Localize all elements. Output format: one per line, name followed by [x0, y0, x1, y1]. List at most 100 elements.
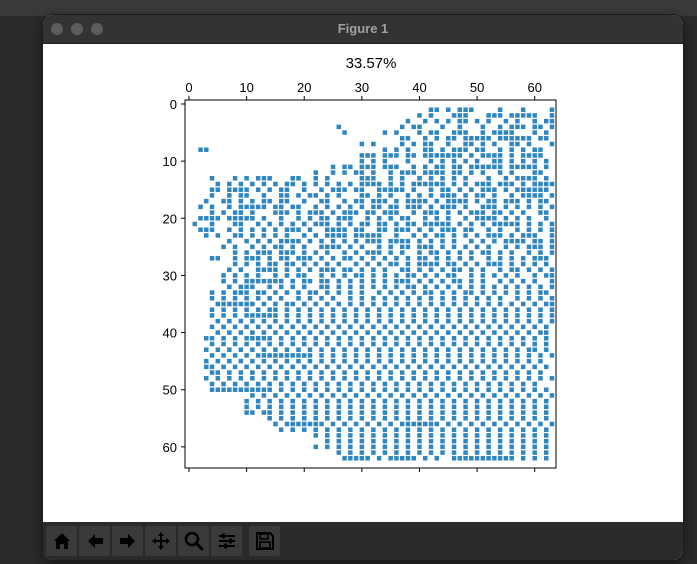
pan-button[interactable] — [145, 526, 176, 556]
matrix-point — [451, 387, 457, 392]
matrix-point — [463, 456, 468, 461]
matrix-point — [313, 210, 318, 215]
matrix-point — [503, 130, 509, 135]
back-button[interactable] — [79, 526, 110, 556]
matrix-point — [267, 364, 272, 370]
matrix-point — [255, 381, 261, 387]
matrix-point — [469, 250, 474, 255]
matrix-point — [440, 296, 445, 301]
matrix-point — [538, 170, 543, 175]
matrix-point — [515, 164, 520, 170]
matrix-point — [486, 187, 491, 192]
matrix-point — [244, 296, 249, 301]
matrix-point — [417, 256, 422, 261]
matrix-point — [532, 164, 537, 170]
matrix-point — [394, 456, 399, 461]
matrix-point — [307, 393, 313, 398]
matrix-point — [238, 267, 244, 272]
matrix-point — [342, 318, 347, 324]
matrix-point — [261, 233, 267, 238]
matrix-point — [255, 398, 261, 404]
matrix-point — [434, 118, 439, 124]
matrix-point — [376, 244, 382, 250]
matrix-point — [405, 244, 411, 250]
matrix-point — [278, 381, 284, 387]
matrix-point — [492, 358, 497, 364]
matrix-point — [255, 387, 261, 392]
minimize-button[interactable] — [71, 23, 83, 35]
matrix-point — [284, 347, 290, 352]
matrix-point — [290, 301, 295, 307]
matrix-point — [457, 347, 463, 352]
matrix-point — [520, 181, 526, 187]
matrix-point — [348, 438, 353, 444]
matrix-point — [371, 416, 376, 421]
close-button[interactable] — [51, 23, 63, 35]
matrix-point — [371, 296, 376, 301]
matrix-point — [457, 170, 463, 175]
matrix-point — [319, 318, 324, 324]
home-button[interactable] — [46, 526, 77, 556]
matrix-point — [336, 387, 342, 392]
matrix-point — [520, 187, 526, 192]
zoom-button[interactable] — [91, 23, 103, 35]
matrix-point — [451, 170, 457, 175]
matrix-point — [353, 170, 359, 175]
matrix-point — [382, 387, 388, 392]
matrix-point — [549, 250, 555, 255]
matrix-point — [221, 301, 226, 307]
matrix-point — [526, 313, 532, 318]
matrix-point — [469, 307, 474, 312]
matrix-point — [463, 130, 468, 135]
matrix-point — [457, 284, 463, 290]
matrix-point — [319, 198, 324, 204]
matrix-point — [399, 181, 405, 187]
matrix-point — [457, 187, 463, 192]
matrix-point — [336, 301, 342, 307]
matrix-point — [474, 404, 480, 410]
matrix-point — [394, 341, 399, 347]
matrix-point — [261, 313, 267, 318]
matrix-point — [463, 290, 468, 295]
matrix-point — [526, 370, 532, 375]
matrix-point — [382, 381, 388, 387]
matrix-point — [221, 341, 226, 347]
matrix-point — [215, 256, 221, 261]
matrix-point — [520, 278, 526, 284]
matrix-point — [278, 238, 284, 244]
matrix-point — [250, 301, 255, 307]
zoom-tool-button[interactable] — [178, 526, 209, 556]
matrix-point — [290, 181, 295, 187]
matrix-point — [348, 433, 353, 438]
matrix-point — [198, 227, 203, 232]
matrix-point — [509, 141, 514, 147]
matrix-point — [365, 307, 370, 312]
matrix-point — [296, 421, 301, 427]
matrix-point — [209, 364, 215, 370]
matrix-point — [336, 336, 342, 341]
matrix-point — [469, 170, 474, 175]
matrix-point — [215, 301, 221, 307]
matrix-point — [428, 147, 434, 152]
matrix-point — [428, 427, 434, 432]
matrix-point — [428, 221, 434, 227]
matrix-point — [382, 187, 388, 192]
matrix-point — [463, 147, 468, 152]
matrix-point — [342, 330, 347, 335]
matrix-point — [238, 198, 244, 204]
matrix-point — [440, 398, 445, 404]
matrix-point — [411, 370, 416, 375]
matrix-point — [394, 324, 399, 330]
matrix-point — [365, 330, 370, 335]
title-bar[interactable]: Figure 1 — [43, 15, 683, 44]
matrix-point — [371, 404, 376, 410]
configure-subplots-button[interactable] — [211, 526, 242, 556]
save-button[interactable] — [249, 526, 280, 556]
matrix-point — [440, 438, 445, 444]
matrix-point — [515, 296, 520, 301]
matrix-point — [221, 324, 226, 330]
matrix-point — [284, 256, 290, 261]
forward-button[interactable] — [112, 526, 143, 556]
matrix-point — [359, 290, 365, 295]
matrix-point — [261, 376, 267, 381]
